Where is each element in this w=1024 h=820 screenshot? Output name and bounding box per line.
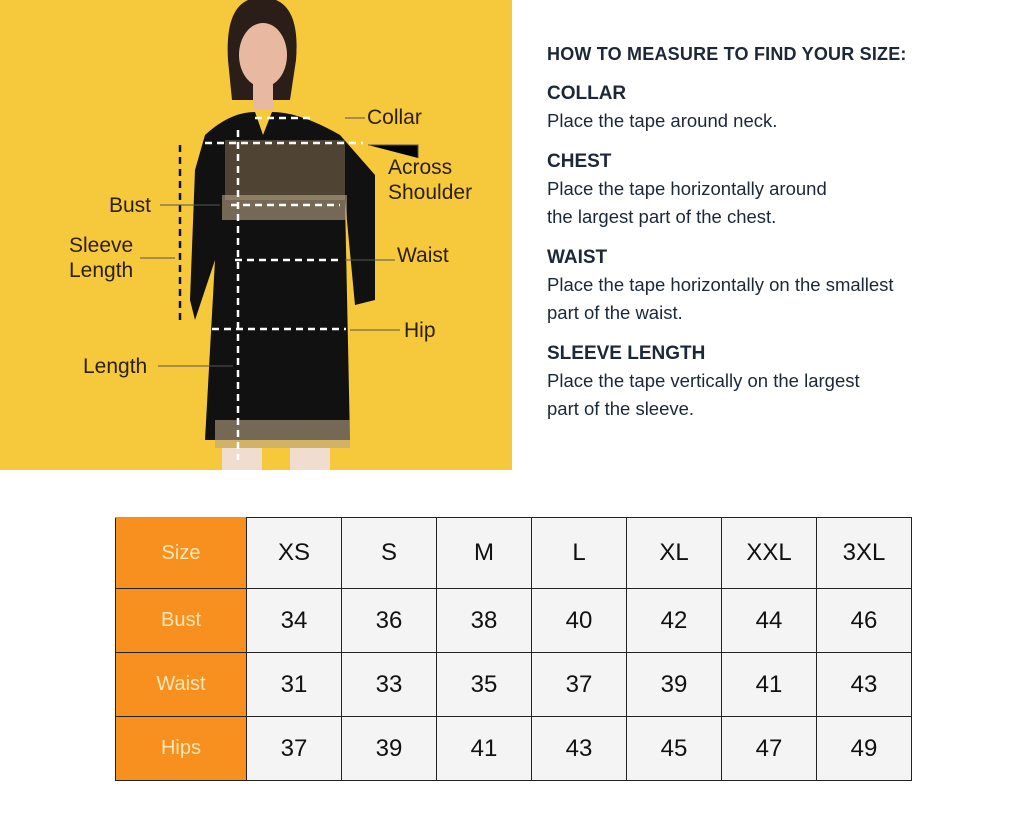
table-cell: 39 — [626, 652, 722, 717]
section-text: Place the tape vertically on the largest — [547, 370, 860, 391]
table-cell: M — [436, 517, 532, 589]
table-row: Size XS S M L XL XXL 3XL — [115, 517, 912, 589]
label-bust: Bust — [109, 194, 152, 217]
table-cell: 43 — [816, 652, 912, 717]
section-title: WAIST — [547, 247, 608, 268]
table-cell: L — [531, 517, 627, 589]
section-text: Place the tape around neck. — [547, 110, 778, 131]
table-cell: 3XL — [816, 517, 912, 589]
section-text: Place the tape horizontally on the small… — [547, 274, 894, 295]
row-header: Waist — [115, 652, 247, 717]
table-cell: 37 — [246, 716, 342, 781]
section-title: SLEEVE LENGTH — [547, 343, 706, 364]
table-cell: 41 — [721, 652, 817, 717]
label-waist: Waist — [397, 244, 449, 267]
label-sleeve-1: Sleeve — [69, 234, 134, 257]
table-cell: 36 — [341, 588, 437, 653]
guide-section-sleeve-length: SLEEVE LENGTH Place the tape vertically … — [547, 341, 987, 423]
label-collar: Collar — [367, 106, 422, 129]
row-header: Hips — [115, 716, 247, 781]
table-row: Bust 34 36 38 40 42 44 46 — [115, 588, 912, 653]
table-cell: 39 — [341, 716, 437, 781]
section-text: the largest part of the chest. — [547, 206, 777, 227]
row-header: Size — [115, 517, 247, 589]
guide-section-waist: WAIST Place the tape horizontally on the… — [547, 245, 987, 327]
guide-section-chest: CHEST Place the tape horizontally around… — [547, 149, 987, 231]
table-cell: 43 — [531, 716, 627, 781]
section-text: Place the tape horizontally around — [547, 178, 827, 199]
label-length: Length — [83, 355, 148, 378]
guide-title: HOW TO MEASURE TO FIND YOUR SIZE: — [547, 44, 907, 64]
section-title: COLLAR — [547, 83, 627, 104]
measure-guide: HOW TO MEASURE TO FIND YOUR SIZE: COLLAR… — [547, 44, 987, 437]
table-cell: 38 — [436, 588, 532, 653]
table-cell: XL — [626, 517, 722, 589]
row-header: Bust — [115, 588, 247, 653]
table-cell: 49 — [816, 716, 912, 781]
table-cell: 33 — [341, 652, 437, 717]
label-across-shoulder-2: Shoulder — [388, 181, 473, 204]
label-sleeve-2: Length — [69, 259, 134, 282]
table-cell: 37 — [531, 652, 627, 717]
table-row: Waist 31 33 35 37 39 41 43 — [115, 652, 912, 717]
table-cell: 31 — [246, 652, 342, 717]
label-across-shoulder-1: Across — [388, 156, 453, 179]
table-cell: 47 — [721, 716, 817, 781]
table-cell: 35 — [436, 652, 532, 717]
guide-section-collar: COLLAR Place the tape around neck. — [547, 81, 987, 135]
table-cell: 40 — [531, 588, 627, 653]
table-cell: S — [341, 517, 437, 589]
section-title: CHEST — [547, 151, 612, 172]
table-cell: 42 — [626, 588, 722, 653]
table-cell: XS — [246, 517, 342, 589]
table-cell: 45 — [626, 716, 722, 781]
table-cell: 41 — [436, 716, 532, 781]
size-table: Size XS S M L XL XXL 3XL Bust 34 36 38 40 42 44 46 Waist… — [115, 517, 912, 781]
table-cell: 34 — [246, 588, 342, 653]
model-image-panel: Collar Across Shoulder Bust Sleeve Lengt… — [0, 0, 512, 470]
label-hip: Hip — [404, 319, 436, 342]
table-cell: XXL — [721, 517, 817, 589]
section-text: part of the waist. — [547, 302, 683, 323]
table-cell: 44 — [721, 588, 817, 653]
table-cell: 46 — [816, 588, 912, 653]
kurta-model-illustration — [140, 0, 419, 470]
section-text: part of the sleeve. — [547, 398, 695, 419]
table-row: Hips 37 39 41 43 45 47 49 — [115, 716, 912, 781]
